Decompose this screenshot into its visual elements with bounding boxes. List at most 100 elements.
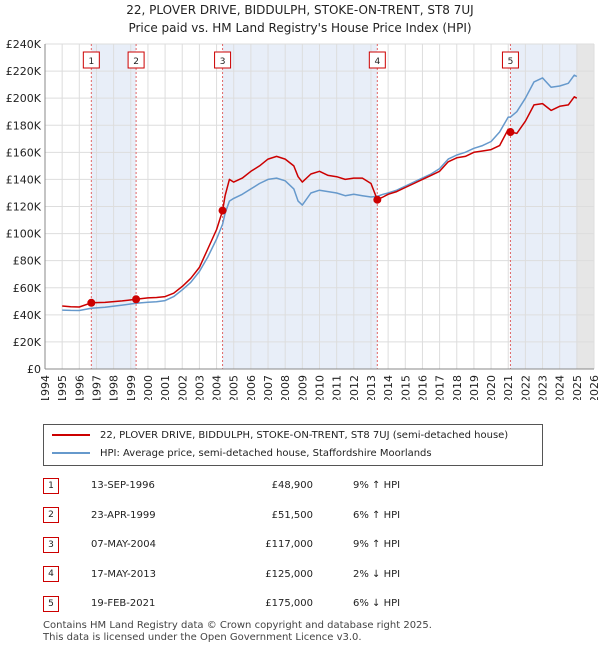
x-tick-label: 2004 — [211, 375, 224, 400]
table-row: 2 23-APR-1999 £51,500 6% ↑ HPI — [43, 501, 473, 531]
x-tick-label: 2008 — [279, 375, 292, 400]
sale-hpi-diff: 6% ↓ HPI — [353, 598, 401, 610]
sale-label-number: 2 — [133, 57, 139, 67]
chart-title-line1: 22, PLOVER DRIVE, BIDDULPH, STOKE-ON-TRE… — [126, 3, 474, 17]
sale-point — [218, 206, 227, 215]
table-row: 3 07-MAY-2004 £117,000 9% ↑ HPI — [43, 530, 473, 560]
sale-point — [373, 195, 382, 204]
footer-licence: This data is licensed under the Open Gov… — [43, 632, 362, 643]
sale-price: £125,000 — [265, 568, 313, 580]
sale-number-badge: 4 — [43, 566, 59, 583]
x-tick-label: 2021 — [502, 375, 515, 400]
sale-label-frame — [501, 51, 519, 69]
x-tick-label: 2000 — [142, 375, 155, 400]
x-tick-label: 2024 — [554, 375, 567, 400]
sale-label-frame — [214, 51, 232, 69]
hpi-line — [62, 74, 578, 312]
sale-date: 13-SEP-1996 — [91, 480, 155, 492]
legend-price: 22, PLOVER DRIVE, BIDDULPH, STOKE-ON-TRE… — [52, 428, 508, 444]
legend-hpi: HPI: Average price, semi-detached house,… — [52, 446, 432, 462]
sale-label-frame — [368, 51, 386, 69]
x-tick-label: 1996 — [73, 375, 86, 400]
sale-number-badge: 5 — [43, 595, 59, 612]
x-tick-label: 1998 — [108, 375, 121, 400]
x-tick-label: 2013 — [365, 375, 378, 400]
y-tick-label: £240K — [6, 38, 42, 51]
x-tick-label: 2001 — [159, 375, 172, 400]
sale-label-number: 5 — [508, 57, 514, 67]
sale-number-badge: 1 — [43, 477, 59, 494]
x-tick-label: 2026 — [588, 375, 600, 400]
sale-number-badge: 2 — [43, 507, 59, 524]
x-tick-label: 2006 — [245, 375, 258, 400]
sale-label-box: 4 — [368, 51, 386, 69]
sale-point — [506, 128, 515, 137]
y-tick-label: £220K — [6, 65, 42, 78]
x-tick-label: 2005 — [228, 375, 241, 400]
table-row: 1 13-SEP-1996 £48,900 9% ↑ HPI — [43, 471, 473, 501]
sale-label-box: 3 — [214, 51, 232, 69]
x-tick-label: 2010 — [314, 375, 327, 400]
y-tick-label: £200K — [6, 92, 42, 105]
y-tick-label: £0 — [27, 363, 41, 376]
sale-price: £48,900 — [271, 480, 313, 492]
y-tick-label: £60K — [13, 282, 42, 295]
sale-date: 17-MAY-2013 — [91, 568, 157, 580]
y-tick-label: £180K — [6, 119, 42, 132]
x-tick-label: 2002 — [176, 375, 189, 400]
sale-price: £51,500 — [271, 509, 313, 521]
sale-label-number: 4 — [374, 57, 380, 67]
x-tick-label: 2025 — [571, 375, 584, 400]
price-paid-line — [62, 96, 578, 308]
x-tick-label: 2020 — [485, 375, 498, 400]
sale-date: 07-MAY-2004 — [91, 539, 157, 551]
x-tick-label: 2016 — [416, 375, 429, 400]
price-chart: 1 2 3 4 5 £0 £20K £40K £60K £80K £100K £120K £140K £1… — [6, 38, 600, 400]
sale-price: £175,000 — [265, 598, 313, 610]
x-tick-label: 2023 — [537, 375, 550, 400]
footer-copyright: Contains HM Land Registry data © Crown c… — [43, 620, 432, 631]
sale-label-frame — [127, 51, 145, 69]
sale-hpi-diff: 2% ↓ HPI — [353, 568, 401, 580]
legend-hpi-label: HPI: Average price, semi-detached house,… — [100, 448, 432, 459]
sale-label-number: 1 — [88, 57, 94, 67]
x-tick-label: 2012 — [348, 375, 361, 400]
y-tick-label: £20K — [13, 336, 42, 349]
x-tick-label: 2022 — [519, 375, 532, 400]
x-tick-label: 2019 — [468, 375, 481, 400]
sales-table: 1 13-SEP-1996 £48,900 9% ↑ HPI 2 23-APR-… — [43, 471, 473, 619]
x-tick-label: 1999 — [125, 375, 138, 400]
legend-price-label: 22, PLOVER DRIVE, BIDDULPH, STOKE-ON-TRE… — [100, 430, 509, 441]
sale-hpi-diff: 9% ↑ HPI — [353, 539, 401, 551]
sale-hpi-diff: 9% ↑ HPI — [353, 480, 401, 492]
legend-hpi-swatch — [52, 452, 90, 454]
x-tick-label: 2009 — [296, 375, 309, 400]
legend-price-swatch — [52, 434, 90, 436]
y-tick-label: £120K — [6, 201, 42, 214]
y-tick-label: £40K — [13, 309, 42, 322]
y-tick-label: £100K — [6, 228, 42, 241]
y-tick-label: £80K — [13, 255, 42, 268]
chart-legend: 22, PLOVER DRIVE, BIDDULPH, STOKE-ON-TRE… — [43, 424, 543, 466]
table-row: 4 17-MAY-2013 £125,000 2% ↓ HPI — [43, 560, 473, 590]
sale-date: 23-APR-1999 — [91, 509, 156, 521]
x-tick-label: 1994 — [39, 375, 52, 400]
sale-price: £117,000 — [265, 539, 313, 551]
x-tick-label: 2015 — [399, 375, 412, 400]
y-tick-label: £140K — [6, 173, 42, 186]
sale-label-box: 2 — [127, 51, 145, 69]
chart-title-line2: Price paid vs. HM Land Registry's House … — [128, 21, 472, 35]
x-tick-label: 2014 — [382, 375, 395, 400]
sale-hpi-diff: 6% ↑ HPI — [353, 509, 401, 521]
sale-point — [87, 298, 96, 307]
x-tick-label: 2018 — [451, 375, 464, 400]
sale-label-box: 5 — [501, 51, 519, 69]
sale-point — [132, 295, 141, 304]
sale-label-box: 1 — [82, 51, 100, 69]
x-tick-label: 2007 — [262, 375, 275, 400]
x-tick-label: 2017 — [434, 375, 447, 400]
table-row: 5 19-FEB-2021 £175,000 6% ↓ HPI — [43, 589, 473, 619]
x-tick-label: 1995 — [56, 375, 69, 400]
sale-label-number: 3 — [220, 57, 226, 67]
sale-label-frame — [82, 51, 100, 69]
